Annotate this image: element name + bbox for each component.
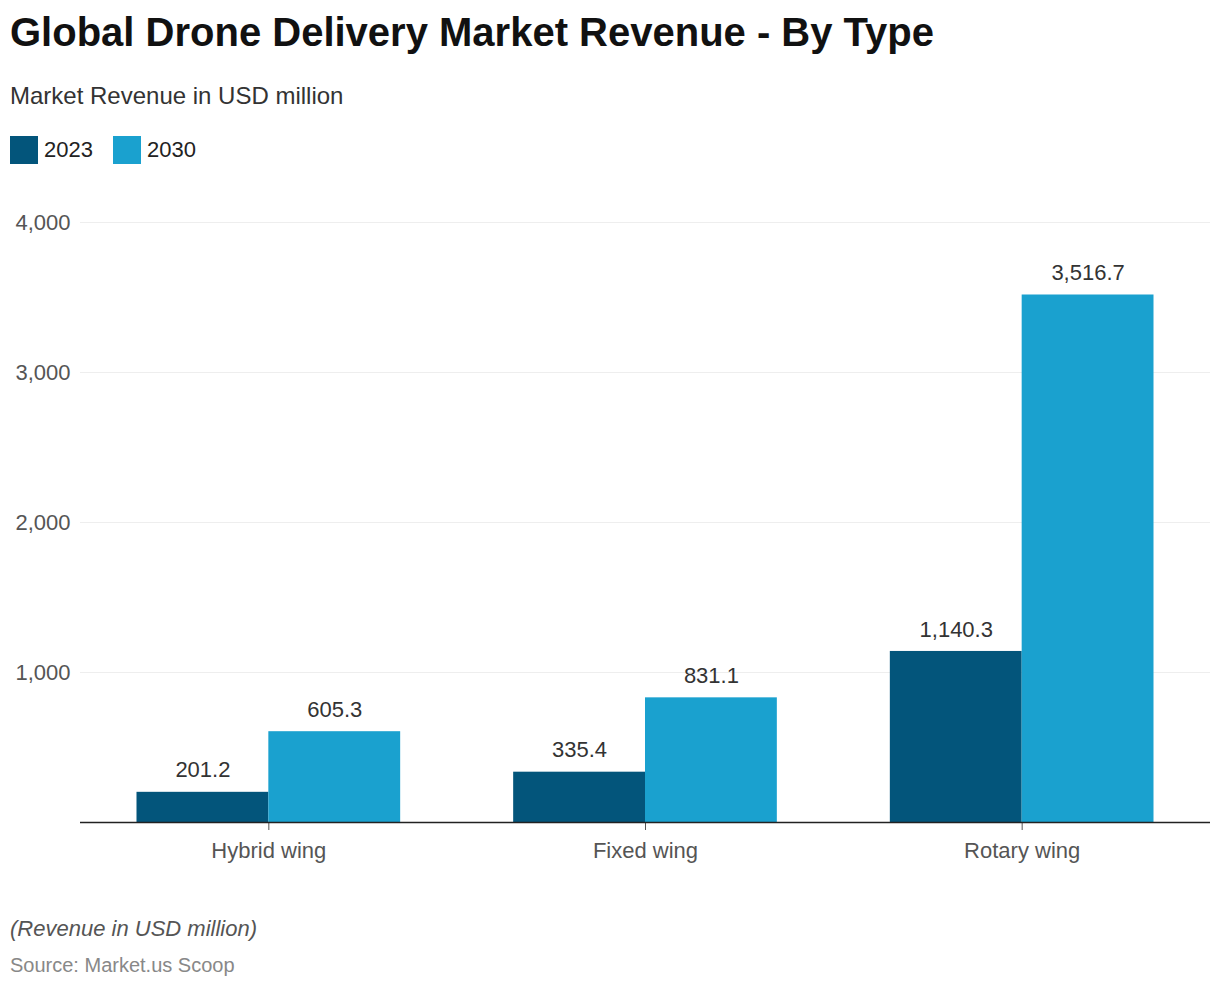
svg-text:2,000: 2,000 bbox=[15, 510, 70, 535]
html-text:Market Revenue in USD million: Market Revenue in USD million bbox=[10, 82, 344, 109]
svg-text:201.2: 201.2 bbox=[175, 757, 230, 782]
svg-text:605.3: 605.3 bbox=[307, 697, 362, 722]
html-text:Global Drone Delivery Market R: Global Drone Delivery Market Revenue - B… bbox=[10, 10, 934, 54]
html-text:(Revenue in USD million): (Revenue in USD million) bbox=[10, 916, 257, 941]
svg-text:Rotary wing: Rotary wing bbox=[964, 838, 1080, 863]
svg-text:3,000: 3,000 bbox=[15, 360, 70, 385]
svg-text:Hybrid wing: Hybrid wing bbox=[211, 838, 326, 863]
svg-text:1,140.3: 1,140.3 bbox=[920, 616, 993, 641]
html-text:Source: Market.us Scoop: Source: Market.us Scoop bbox=[10, 954, 235, 976]
svg-text:335.4: 335.4 bbox=[552, 737, 607, 762]
svg-text:831.1: 831.1 bbox=[684, 663, 739, 688]
svg-text:4,000: 4,000 bbox=[15, 210, 70, 235]
html-text:2030: 2030 bbox=[147, 137, 196, 162]
svg-text:Fixed wing: Fixed wing bbox=[593, 838, 698, 863]
svg-text:3,516.7: 3,516.7 bbox=[1051, 260, 1124, 285]
svg-text:1,000: 1,000 bbox=[15, 660, 70, 685]
html-text:2023: 2023 bbox=[44, 137, 93, 162]
